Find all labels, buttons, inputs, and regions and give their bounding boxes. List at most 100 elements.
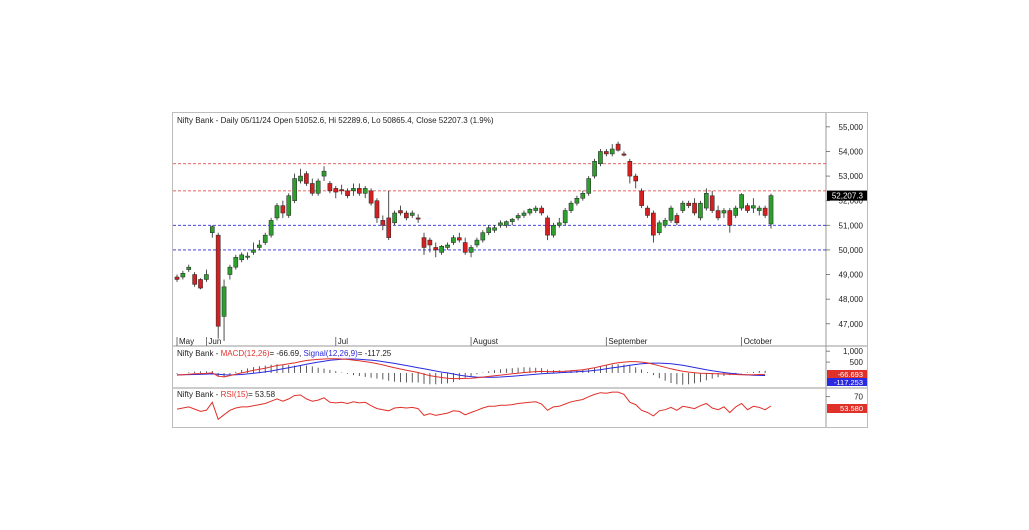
candle-body: [198, 279, 203, 289]
candle-body: [604, 151, 609, 155]
macd-value-badge: -66.693: [838, 370, 863, 379]
candle-body: [574, 197, 580, 204]
candle-body: [486, 227, 492, 233]
candle-body: [315, 180, 321, 194]
candle-body: [727, 210, 733, 226]
price-tick-label: 55,000: [839, 123, 864, 132]
candle-body: [362, 188, 368, 194]
price-tick-label: 47,000: [839, 320, 864, 329]
candle-body: [268, 220, 274, 236]
rsi-line: [176, 391, 772, 421]
candle-body: [556, 222, 562, 226]
candle-body: [227, 266, 233, 275]
candle-body: [345, 190, 350, 197]
candle-body: [592, 161, 597, 177]
candle-body: [533, 207, 539, 211]
candle-body: [245, 255, 250, 258]
candle-body: [539, 207, 544, 214]
signal-line: [177, 358, 766, 378]
chart-frame: 55,000 54,000 53,000 52,000 51,000 50,000 49,0…: [172, 112, 868, 428]
candle-body: [392, 212, 397, 224]
candle-body: [192, 274, 197, 285]
rsi-legend-value: = 53.58: [248, 390, 275, 399]
rsi-legend-label: RSI(15): [221, 390, 249, 399]
candle-body: [551, 225, 556, 236]
candle-body: [351, 188, 356, 192]
signal-value-badge: -117.253: [834, 378, 863, 387]
x-axis-labels: MayJunJulAugustSeptemberOctoberNovember: [176, 337, 773, 346]
candle-body: [357, 188, 362, 194]
candle-body: [745, 205, 750, 211]
candle-body: [668, 207, 674, 221]
candle-body: [680, 202, 686, 211]
x-tick-label: September: [608, 337, 647, 346]
candle-body: [627, 161, 633, 177]
candle-body: [298, 175, 303, 182]
macd-tick-label: 1,000: [843, 347, 864, 356]
candle-body: [421, 237, 427, 248]
candle-body: [521, 212, 527, 216]
price-tick-label: 50,000: [839, 246, 864, 255]
candle-body: [215, 234, 221, 327]
macd-legend-signal-value: = -117.25: [358, 349, 392, 358]
price-tick-label: 48,000: [839, 295, 864, 304]
x-tick-label: October: [744, 337, 773, 346]
candle-body: [527, 209, 533, 214]
candle-body: [251, 249, 256, 253]
candle-body: [474, 239, 480, 246]
rsi-value-badge: 53.580: [840, 404, 863, 413]
candle-body: [480, 232, 486, 241]
macd-tick-label: 500: [850, 358, 864, 367]
candle-body: [580, 193, 586, 199]
candle-body: [415, 217, 421, 220]
candle-body: [651, 212, 656, 236]
macd-legend-prefix: Nifty Bank -: [177, 349, 221, 358]
candle-body: [562, 210, 568, 224]
last-close-badge: 52,207.3: [832, 192, 864, 201]
candle-body: [451, 237, 456, 243]
candle-body: [221, 286, 227, 317]
candle-body: [374, 200, 380, 219]
signal-value-badge-bg: [827, 378, 867, 386]
candle-body: [598, 151, 603, 165]
candle-body: [698, 202, 703, 219]
candle-body: [333, 188, 339, 193]
price-tick-label: 52,000: [839, 197, 864, 206]
macd-panel: 1,000 500 Nifty Bank - MACD(12,26)= -66.6…: [173, 346, 867, 389]
candle-body: [692, 202, 697, 214]
candle-body: [662, 220, 668, 226]
candle-body: [586, 178, 591, 194]
candle-body: [209, 226, 215, 233]
rsi-axis-ticks: 70: [826, 393, 864, 402]
candle-body: [239, 254, 245, 261]
candle-body: [633, 175, 639, 182]
candle-body: [509, 218, 515, 222]
candle-body: [204, 274, 209, 280]
candle-body: [545, 217, 550, 236]
candle-body: [498, 222, 503, 226]
macd-legend-signal-label: Signal(12,26,9): [304, 349, 359, 358]
candle-body: [492, 227, 497, 231]
x-tick-label: August: [473, 337, 499, 346]
candle-body: [233, 257, 239, 268]
candle-body: [262, 234, 268, 243]
macd-legend-sep: ,: [299, 349, 303, 358]
candle-body: [368, 190, 374, 204]
candle-body: [739, 194, 744, 209]
price-tick-label: 49,000: [839, 271, 864, 280]
candle-body: [286, 195, 292, 216]
candle-body: [257, 244, 262, 248]
candle-body: [439, 245, 444, 253]
macd-value-badge-bg: [827, 370, 867, 378]
candle-body: [445, 244, 450, 248]
candle-body: [304, 173, 309, 184]
candle-body: [609, 148, 615, 155]
candle-body: [504, 221, 509, 226]
candle-body: [456, 237, 462, 241]
candle-body: [180, 273, 186, 278]
price-tick-label: 54,000: [839, 147, 864, 156]
candle-body: [568, 202, 574, 211]
candle-body: [274, 205, 280, 219]
candle-body: [462, 242, 468, 253]
candle-body: [174, 276, 180, 280]
